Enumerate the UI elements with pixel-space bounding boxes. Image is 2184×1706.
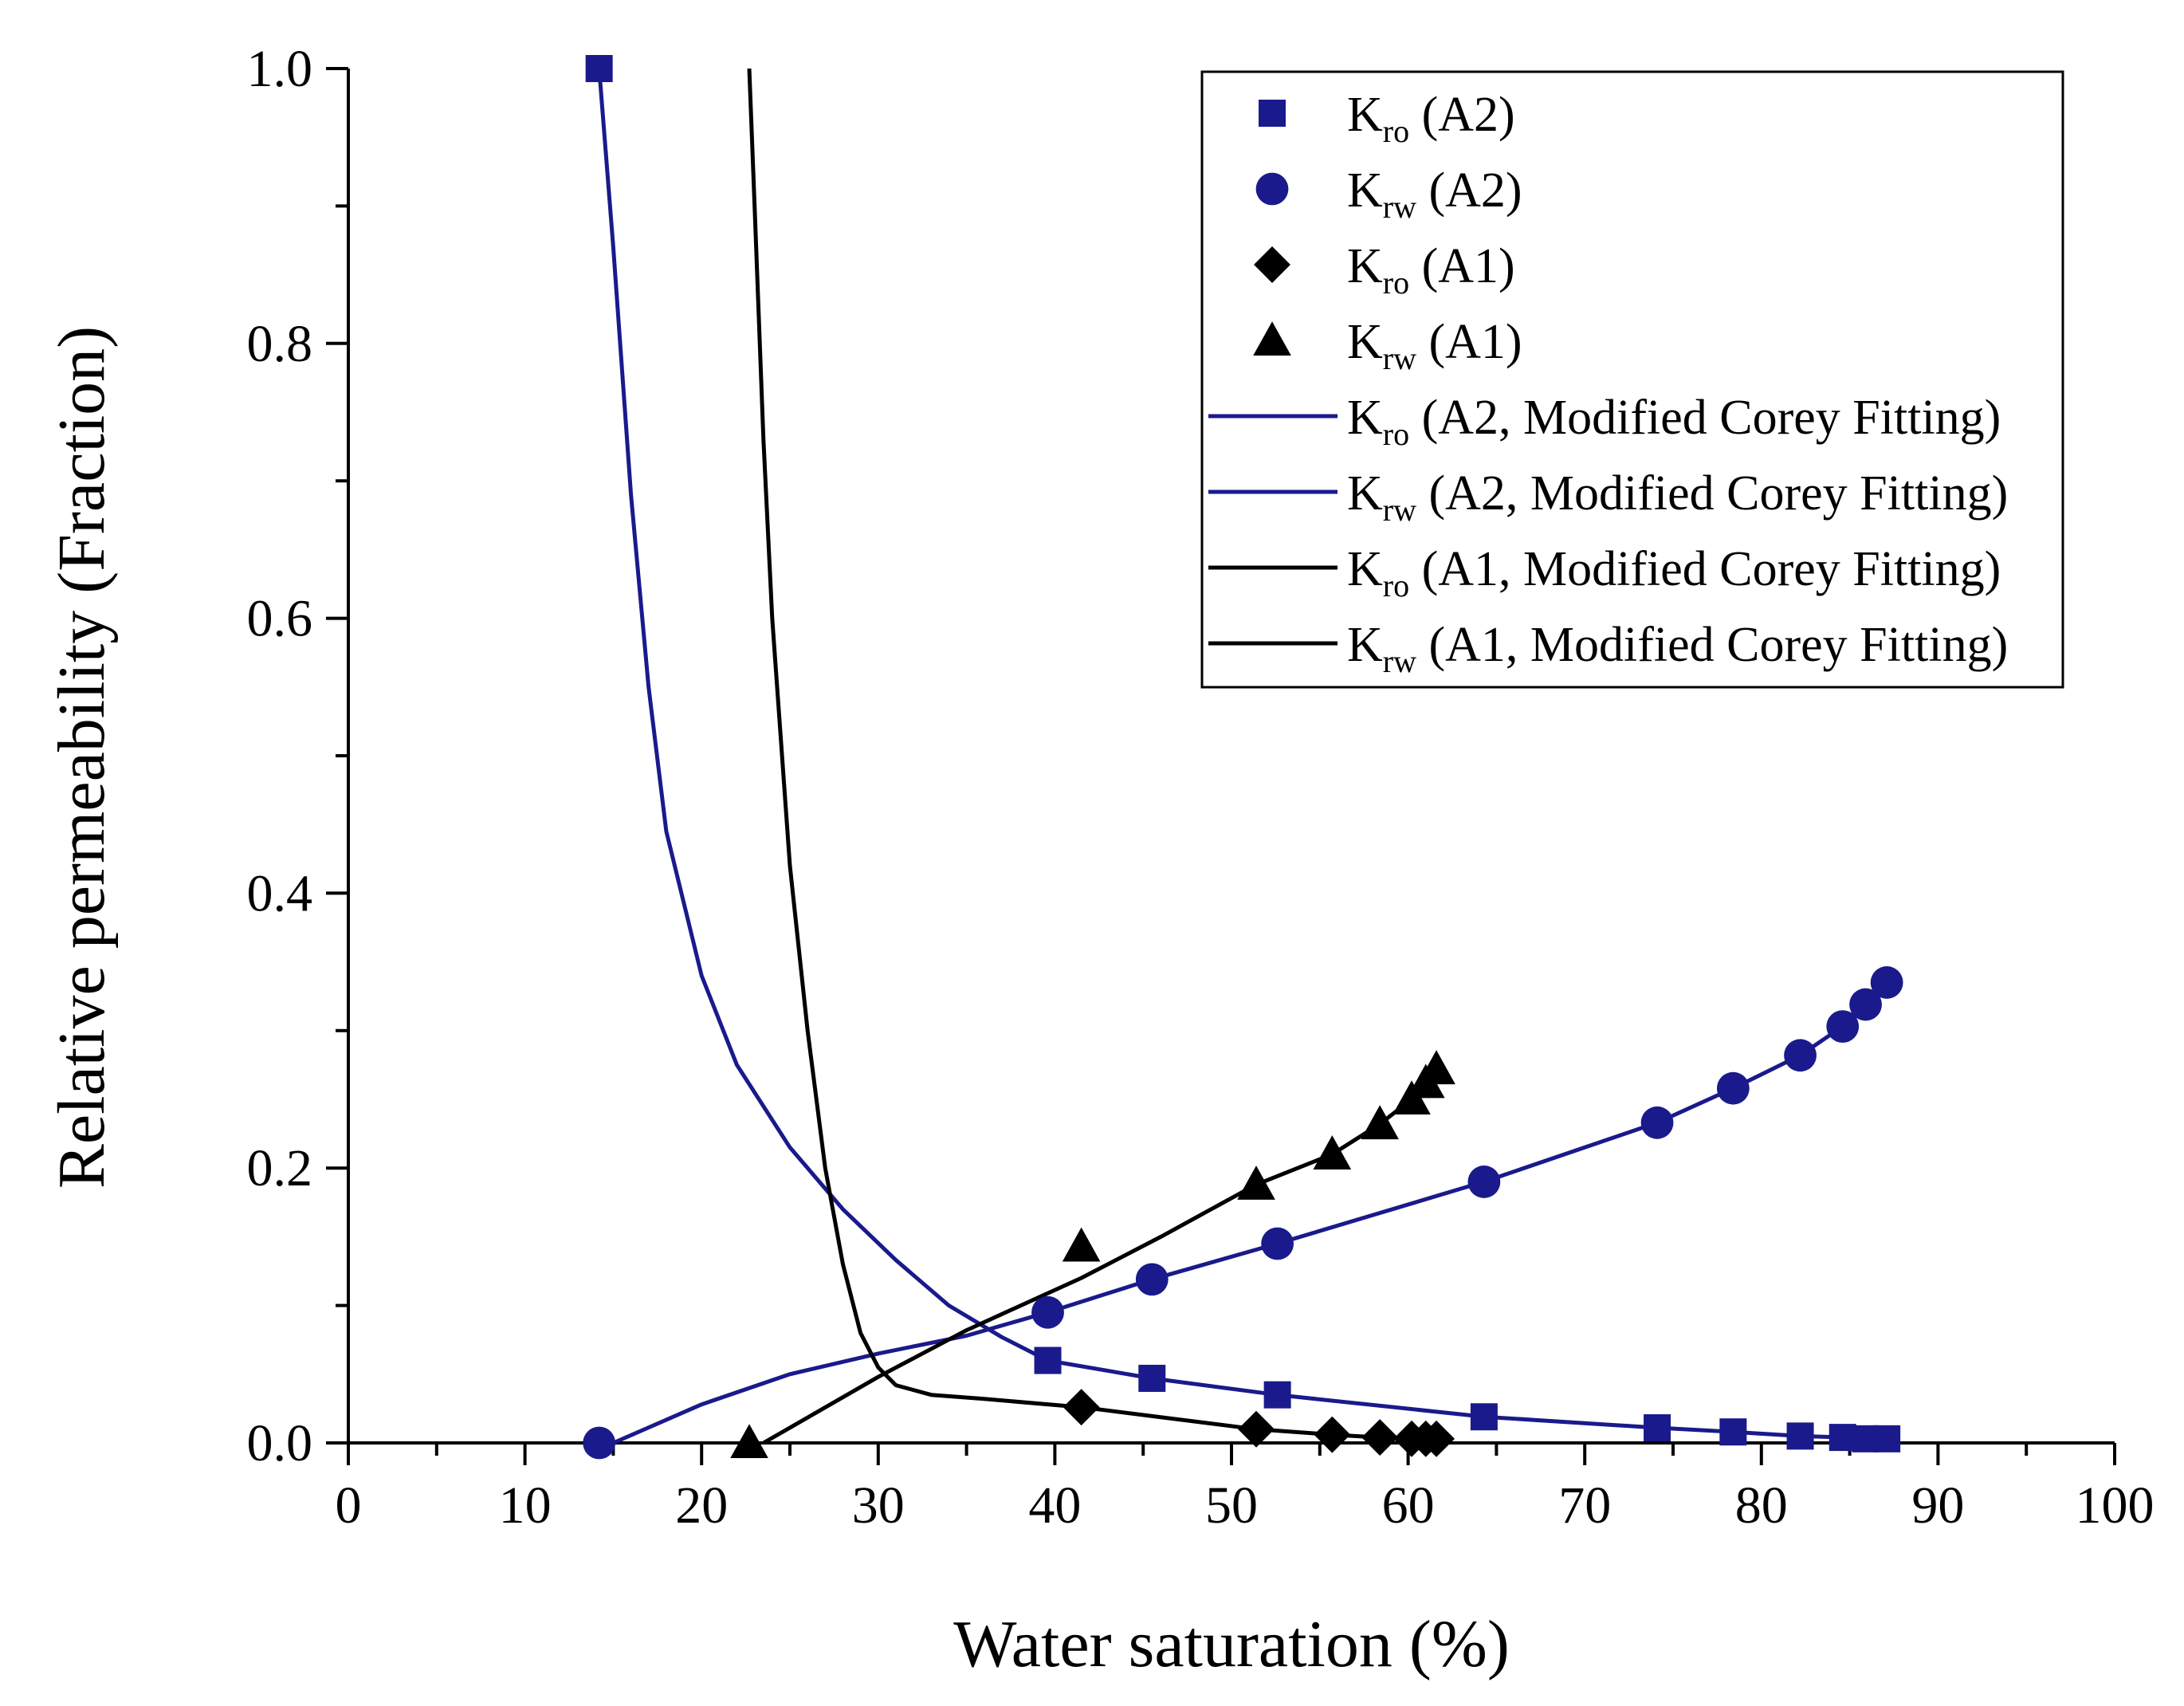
point-kro-a2 [1829,1424,1856,1452]
x-tick-label: 80 [1735,1476,1788,1535]
point-kro-a2 [1873,1425,1901,1452]
legend-box [1200,70,2064,689]
y-tick-label: 0.0 [247,1414,313,1472]
y-tick-label: 0.4 [247,864,313,922]
point-krw-a2 [583,1426,616,1460]
point-krw-a1 [1361,1105,1399,1140]
data-markers [583,55,1903,1460]
point-krw-a1 [730,1424,768,1459]
point-kro-a2 [1034,1346,1062,1374]
point-kro-a2 [1719,1418,1747,1446]
point-krw-a2 [1640,1106,1674,1139]
line-krw-a1-modified-corey-fitting [762,1067,1439,1445]
y-tick-label: 0.8 [247,315,313,373]
point-krw-a2 [1261,1227,1294,1260]
y-axis-title: Relative permeability (Fraction) [45,326,119,1189]
x-tick-label: 70 [1558,1476,1611,1535]
legend-swatch-kro-a1 [1254,246,1290,283]
y-tick-label: 0.6 [247,590,313,648]
x-tick-label: 100 [2076,1476,2155,1535]
point-kro-a1 [1238,1410,1275,1448]
line-krw-a2-modified-corey-fitting [612,981,1888,1445]
point-krw-a2 [1784,1039,1817,1072]
legend-label-kro-a1-modified-corey-fitting: Kro (A1, Modified Corey Fitting) [1347,542,2001,603]
point-kro-a2 [1263,1381,1291,1409]
point-krw-a1 [1417,1050,1455,1085]
point-kro-a2 [1644,1414,1671,1442]
point-krw-a2 [1135,1263,1169,1296]
point-kro-a1 [1314,1416,1351,1453]
point-kro-a1 [1418,1420,1455,1457]
line-kro-a2-modified-corey-fitting [597,68,1887,1441]
point-krw-a2 [1467,1166,1501,1198]
x-tick-label: 30 [852,1476,905,1535]
legend-label-kro-a2: Kro (A2) [1347,88,1515,149]
legend-label-krw-a2: Krw (A2) [1347,163,1522,225]
legend-label-krw-a1-modified-corey-fitting: Krw (A1, Modified Corey Fitting) [1347,618,2008,679]
legend-label-krw-a1: Krw (A1) [1347,315,1522,376]
x-tick-label: 20 [675,1476,728,1535]
point-kro-a2 [1786,1422,1814,1450]
point-krw-a2 [1031,1295,1064,1329]
x-tick-label: 90 [1911,1476,1964,1535]
legend-swatch-krw-a2 [1255,172,1289,206]
legend-label-krw-a2-modified-corey-fitting: Krw (A2, Modified Corey Fitting) [1347,466,2008,528]
point-kro-a2 [1138,1364,1166,1392]
x-axis-title: Water saturation (%) [953,1607,1510,1681]
point-krw-a1 [1313,1135,1352,1169]
point-kro-a1 [1361,1419,1399,1456]
point-kro-a2 [585,55,613,82]
legend: Kro (A2) Krw (A2) Kro (A1) Krw (A1) Kro (A2,… [1200,70,2064,689]
point-krw-a2 [1849,988,1882,1021]
point-krw-a2 [1716,1071,1750,1105]
point-kro-a1 [1063,1389,1100,1426]
point-krw-a1 [1237,1166,1275,1200]
legend-label-kro-a2-modified-corey-fitting: Kro (A2, Modified Corey Fitting) [1347,391,2001,452]
point-kro-a2 [1470,1403,1498,1431]
legend-label-kro-a1: Kro (A1) [1347,239,1515,301]
y-tick-label: 0.2 [247,1139,313,1197]
legend-swatch-krw-a1 [1253,321,1291,356]
x-tick-label: 60 [1382,1476,1435,1535]
x-tick-label: 50 [1205,1476,1258,1535]
point-krw-a2 [1826,1010,1860,1044]
x-tick-label: 0 [336,1476,362,1535]
y-tick-label: 1.0 [247,40,313,98]
point-krw-a1 [1062,1227,1101,1262]
x-tick-label: 40 [1028,1476,1081,1535]
x-tick-label: 10 [499,1476,552,1535]
legend-swatch-kro-a2 [1259,100,1286,127]
point-krw-a2 [1870,966,1903,999]
axis-ticks: 0 10 20 30 40 50 60 70 80 90 100 0.0 0.2 0.4 0.6 0.8 1.0 [247,40,2155,1535]
